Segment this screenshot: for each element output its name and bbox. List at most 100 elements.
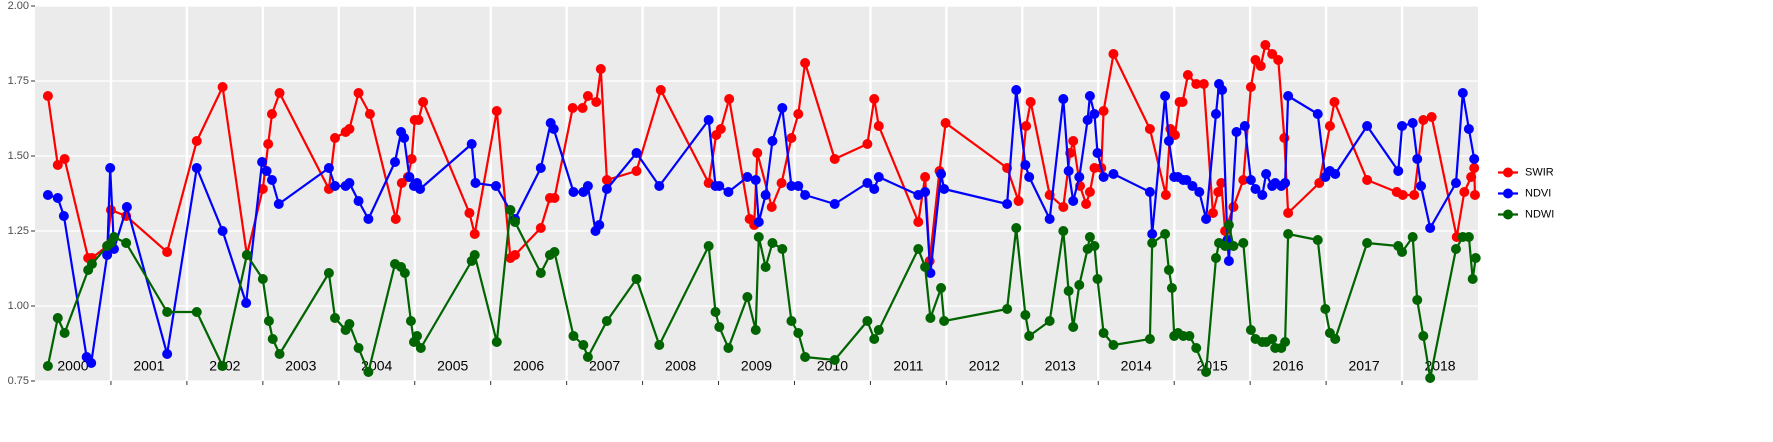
point	[777, 103, 788, 113]
point	[509, 250, 520, 260]
point	[1362, 121, 1373, 131]
point	[1324, 121, 1335, 131]
point	[767, 238, 778, 248]
point	[257, 274, 268, 284]
x-tick-label: 2017	[1349, 358, 1380, 374]
point	[1108, 340, 1119, 350]
point	[1469, 190, 1480, 200]
point	[1160, 91, 1171, 101]
point	[217, 361, 228, 371]
point	[1194, 187, 1205, 197]
point	[1314, 178, 1325, 188]
point	[869, 334, 880, 344]
point	[52, 160, 63, 170]
point	[776, 178, 787, 188]
point	[1081, 199, 1092, 209]
point	[786, 316, 797, 326]
point	[1220, 241, 1231, 251]
point	[913, 217, 924, 227]
point	[793, 109, 804, 119]
point	[578, 340, 589, 350]
point	[1245, 82, 1256, 92]
point	[1058, 202, 1069, 212]
point	[714, 181, 725, 191]
x-tick-label: 2007	[589, 358, 620, 374]
point	[766, 202, 777, 212]
point	[1084, 232, 1095, 242]
point	[1409, 190, 1420, 200]
point	[1362, 238, 1373, 248]
point	[1021, 121, 1032, 131]
point	[1068, 196, 1079, 206]
x-tick-label: 2010	[817, 358, 848, 374]
point	[266, 109, 277, 119]
point	[353, 88, 364, 98]
point	[415, 184, 426, 194]
point	[568, 331, 579, 341]
point	[363, 367, 374, 377]
point	[1228, 202, 1239, 212]
point	[723, 187, 734, 197]
point	[59, 154, 70, 164]
legend-key	[1503, 188, 1513, 199]
point	[1024, 331, 1035, 341]
point	[873, 325, 884, 335]
point	[191, 163, 202, 173]
point	[703, 241, 714, 251]
point	[1330, 169, 1341, 179]
point	[323, 163, 334, 173]
point	[263, 139, 274, 149]
point	[58, 211, 69, 221]
point	[1239, 121, 1250, 131]
point	[323, 268, 334, 278]
point	[1407, 232, 1418, 242]
point	[261, 166, 272, 176]
point	[1426, 112, 1437, 122]
point	[567, 103, 578, 113]
y-tick-label: 1.00	[8, 300, 29, 312]
point	[753, 232, 764, 242]
point	[396, 178, 407, 188]
point	[1024, 172, 1035, 182]
point	[786, 181, 797, 191]
point	[920, 187, 931, 197]
point	[601, 316, 612, 326]
point	[1425, 373, 1436, 383]
point	[1063, 286, 1074, 296]
point	[1013, 196, 1024, 206]
point	[1201, 214, 1212, 224]
point	[1011, 223, 1022, 233]
point	[631, 148, 642, 158]
point	[1280, 337, 1291, 347]
point	[920, 262, 931, 272]
point	[1108, 49, 1119, 59]
point	[86, 358, 97, 368]
point	[1397, 247, 1408, 257]
point	[654, 340, 665, 350]
point	[1187, 181, 1198, 191]
point	[548, 124, 559, 134]
point	[939, 316, 950, 326]
point	[1280, 178, 1291, 188]
point	[1267, 334, 1278, 344]
point	[862, 178, 873, 188]
point	[1416, 181, 1427, 191]
point	[1223, 220, 1234, 230]
point	[1469, 154, 1480, 164]
point	[1098, 172, 1109, 182]
point	[1397, 190, 1408, 200]
point	[491, 181, 502, 191]
point	[601, 175, 612, 185]
point	[121, 202, 132, 212]
point	[742, 172, 753, 182]
point	[920, 172, 931, 182]
point	[1228, 241, 1239, 251]
point	[1412, 295, 1423, 305]
point	[1177, 97, 1188, 107]
point	[1418, 331, 1429, 341]
point	[1074, 172, 1085, 182]
x-tick-label: 2014	[1121, 358, 1152, 374]
point	[105, 163, 116, 173]
point	[703, 115, 714, 125]
